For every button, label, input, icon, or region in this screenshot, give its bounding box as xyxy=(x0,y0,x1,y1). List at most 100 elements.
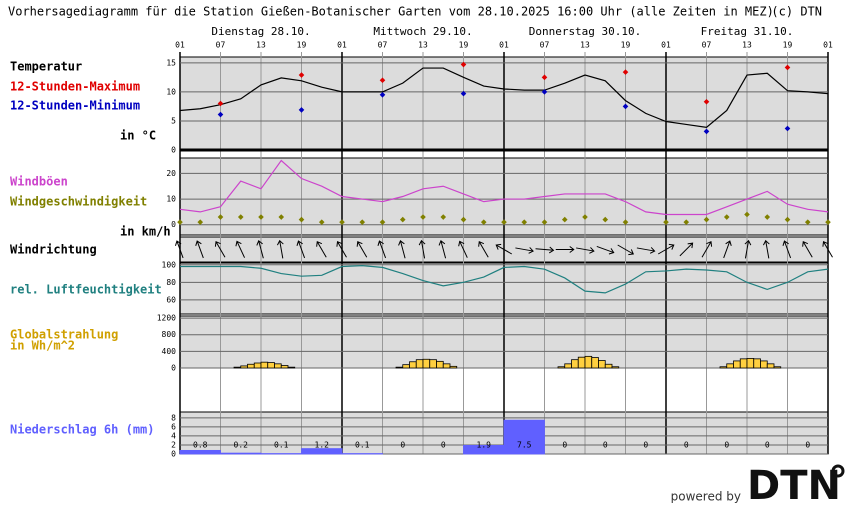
y-tick-label: 60 xyxy=(166,295,176,304)
wind-arrow xyxy=(195,240,204,259)
bar xyxy=(402,364,410,369)
unit-label: in km/h xyxy=(120,225,171,239)
x-tick-label: 19 xyxy=(621,41,631,50)
bar xyxy=(220,452,262,455)
wind-arrow xyxy=(276,239,284,259)
series-label: Niederschlag 6h (mm) xyxy=(10,423,155,437)
x-tick-label: 01 xyxy=(337,41,347,50)
point xyxy=(521,219,528,225)
series-line xyxy=(180,265,829,294)
bar-value-label: 0.8 xyxy=(193,441,208,450)
x-tick-label: 13 xyxy=(742,41,752,50)
point xyxy=(298,107,305,113)
point xyxy=(541,219,548,225)
point xyxy=(217,111,224,118)
point xyxy=(622,103,629,110)
bar xyxy=(571,359,579,369)
series-label: Windrichtung xyxy=(10,243,97,257)
wind-arrow xyxy=(555,246,575,253)
series-label: Windböen xyxy=(10,175,68,189)
wind-arrow xyxy=(701,240,713,258)
bar-value-label: 0 xyxy=(805,441,810,450)
series-line xyxy=(179,159,829,216)
bar xyxy=(564,363,572,369)
bar xyxy=(395,366,404,369)
bar xyxy=(739,358,748,369)
point xyxy=(703,216,710,223)
y-tick-label: 5 xyxy=(171,116,176,125)
bar xyxy=(274,363,282,369)
series-line xyxy=(179,67,829,128)
bar xyxy=(253,362,262,369)
point xyxy=(703,98,710,105)
y-tick-label: 800 xyxy=(162,330,177,339)
point xyxy=(460,61,467,68)
wind-arrow xyxy=(214,240,226,258)
x-tick-label: 19 xyxy=(783,41,793,50)
bar xyxy=(726,363,734,369)
y-tick-label: 15 xyxy=(166,58,176,67)
bar xyxy=(733,360,741,369)
wind-arrow xyxy=(235,240,246,258)
wind-arrow xyxy=(495,243,513,255)
wind-arrow xyxy=(617,244,635,256)
wind-arrow xyxy=(723,240,732,259)
x-tick-label: 01 xyxy=(823,41,833,50)
y-tick-label: 8 xyxy=(171,413,176,422)
bar xyxy=(503,419,545,455)
point xyxy=(440,214,447,220)
bar-value-label: 0 xyxy=(441,441,446,450)
bar-value-label: 1.2 xyxy=(315,441,330,450)
point xyxy=(602,216,609,223)
wind-arrow xyxy=(356,240,368,258)
point xyxy=(237,214,244,220)
bar-value-label: 0.2 xyxy=(234,441,249,450)
x-tick-label: 19 xyxy=(297,41,307,50)
wind-arrow xyxy=(515,247,534,254)
wind-arrow xyxy=(478,240,489,258)
bar xyxy=(598,360,606,369)
wind-arrow xyxy=(336,240,347,258)
y-tick-label: 80 xyxy=(166,278,176,287)
wind-arrow xyxy=(458,240,468,258)
point xyxy=(217,100,224,107)
bar-value-label: 0 xyxy=(562,441,567,450)
bar xyxy=(240,365,248,369)
bar xyxy=(442,363,451,369)
y-tick-label: 0 xyxy=(171,450,176,459)
series-label: Globalstrahlung xyxy=(10,328,118,342)
point xyxy=(379,219,386,225)
point xyxy=(561,216,568,223)
bar xyxy=(719,366,728,369)
x-tick-label: 07 xyxy=(702,41,712,50)
y-tick-label: 10 xyxy=(166,87,176,96)
title: Vorhersagediagramm für die Station Gieße… xyxy=(8,5,774,19)
bar-value-label: 0 xyxy=(603,441,608,450)
point xyxy=(339,219,345,225)
wind-arrow xyxy=(596,245,615,255)
point xyxy=(622,219,629,225)
point xyxy=(804,219,811,225)
series-label: Temperatur xyxy=(10,60,82,74)
bar xyxy=(436,360,444,369)
point xyxy=(663,219,669,225)
y-tick-label: 0 xyxy=(171,146,176,155)
bar xyxy=(301,448,343,455)
bar-value-label: 1.9 xyxy=(477,441,492,450)
x-tick-label: 07 xyxy=(378,41,388,50)
bar xyxy=(422,358,431,369)
y-tick-label: 0 xyxy=(171,220,176,229)
point xyxy=(399,216,406,223)
bar xyxy=(260,361,269,369)
day-label: Donnerstag 30.10. xyxy=(529,25,642,38)
point xyxy=(703,128,710,135)
x-tick-label: 01 xyxy=(499,41,509,50)
x-tick-label: 13 xyxy=(418,41,428,50)
bar xyxy=(287,366,296,369)
bar xyxy=(449,365,458,369)
y-tick-label: 6 xyxy=(171,422,176,431)
point xyxy=(541,89,548,95)
point xyxy=(480,219,487,225)
y-tick-label: 1200 xyxy=(157,314,176,323)
point xyxy=(177,219,183,225)
